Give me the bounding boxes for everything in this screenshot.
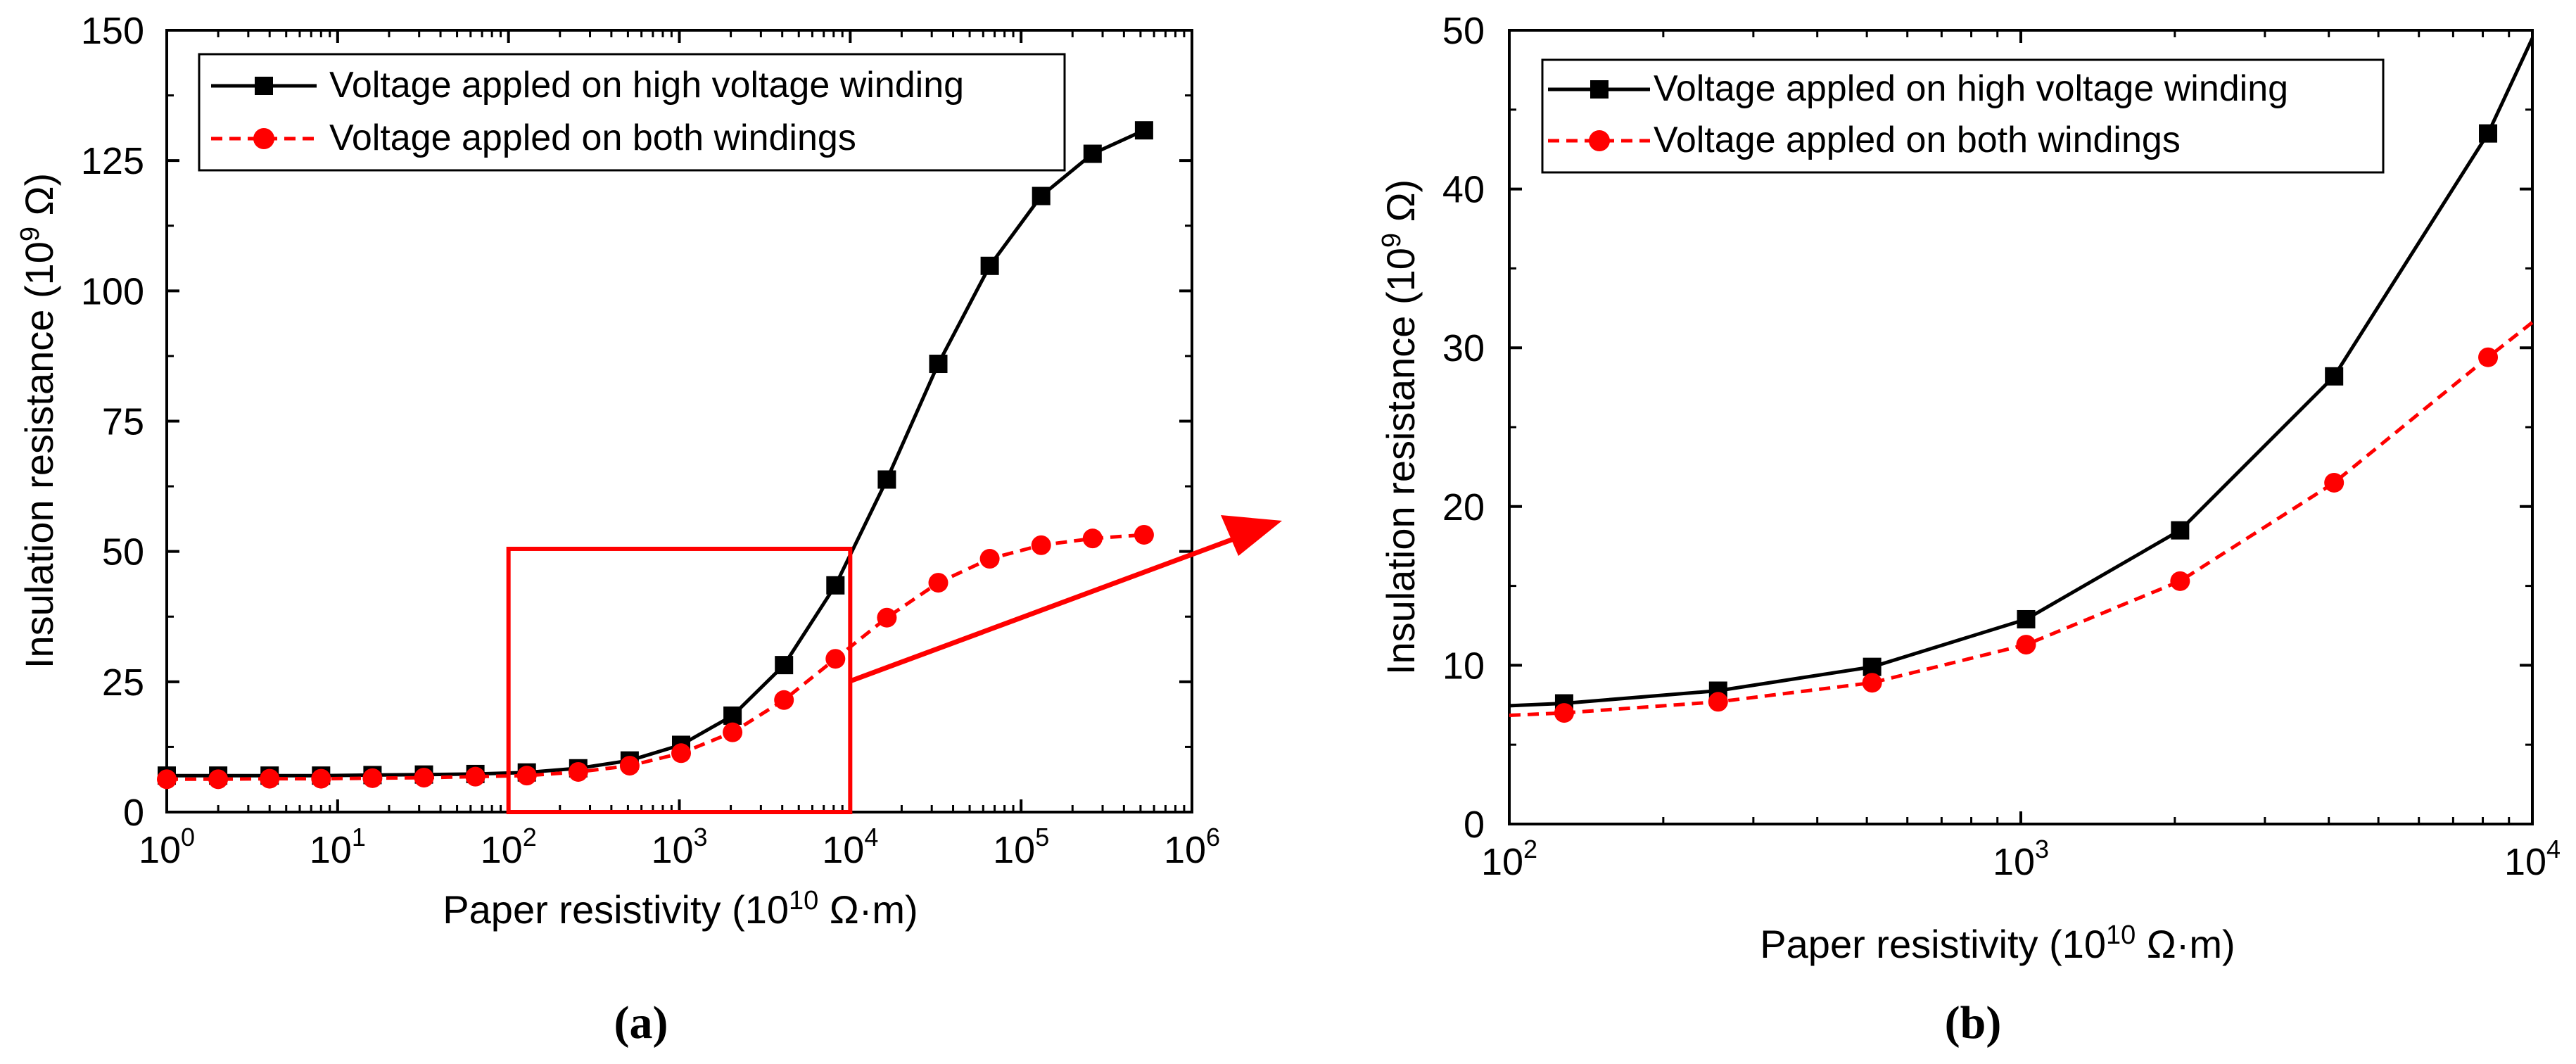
y-tick-label: 100 [81, 270, 144, 312]
legend-entry-label: Voltage appled on both windings [1654, 120, 2181, 160]
legend-entry-label: Voltage appled on both windings [329, 118, 856, 158]
x-axis-title: Paper resistivity (1010 Ω·m) [1760, 920, 2235, 966]
data-point-circle [1554, 703, 1574, 723]
data-point-circle [2478, 347, 2499, 367]
data-point-square [2325, 367, 2344, 386]
panel-b-chart: 0 10 20 30 40 50 102 103 104 Voltage appled on … [1377, 10, 2561, 1049]
series-line [1509, 321, 2534, 717]
data-point-circle [877, 607, 897, 628]
y-tick-label: 0 [1464, 804, 1485, 846]
data-point-square [723, 706, 742, 725]
data-point-circle [2016, 635, 2036, 655]
x-tick-label: 101 [310, 823, 366, 871]
data-point-circle [1031, 535, 1051, 555]
panel-a-legend: Voltage appled on high voltage winding V… [198, 53, 1066, 172]
panel-b-series-layer [1509, 37, 2534, 723]
data-point-square [1134, 121, 1153, 140]
panel-a-x-axis: 100 101 102 103 104 105 106 [139, 30, 1220, 871]
data-point-square [775, 656, 794, 675]
panel-b-x-axis: 102 103 104 [1481, 30, 2561, 883]
y-tick-label: 75 [102, 401, 144, 443]
panel-a-y-axis: 0 25 50 75 100 125 150 [81, 10, 1192, 834]
y-tick-label: 125 [81, 140, 144, 182]
data-point-circle [414, 768, 434, 788]
y-axis-title: Insulation resistance (109 Ω) [1377, 179, 1423, 675]
y-tick-label: 10 [1442, 645, 1485, 687]
data-point-circle [208, 769, 229, 790]
x-axis-title: Paper resistivity (1010 Ω·m) [443, 886, 918, 932]
y-tick-label: 50 [1442, 10, 1485, 52]
data-point-circle [979, 549, 1000, 569]
data-point-circle [2170, 571, 2190, 591]
data-point-circle [465, 766, 486, 787]
series-line [167, 533, 1145, 781]
data-point-circle [1862, 673, 1882, 693]
zoom-arrow-shaft [849, 529, 1254, 684]
data-point-circle [671, 743, 692, 764]
data-point-circle [2324, 472, 2345, 493]
y-tick-label: 25 [102, 661, 144, 704]
y-axis-title: Insulation resistance (109 Ω) [15, 173, 61, 669]
data-point-circle [260, 768, 280, 789]
panel-label: (a) [614, 997, 668, 1049]
x-tick-label: 103 [1993, 835, 2049, 883]
data-point-square [980, 256, 999, 275]
data-point-square [1083, 144, 1102, 163]
legend-square-marker [1590, 80, 1609, 99]
x-tick-label: 102 [1481, 835, 1537, 883]
x-tick-label: 106 [1164, 823, 1220, 871]
data-point-square [929, 355, 948, 374]
data-point-square [2171, 521, 2190, 540]
data-point-circle [1708, 692, 1728, 712]
legend-box [1541, 58, 2385, 174]
y-tick-label: 150 [81, 10, 144, 52]
panel-label: (b) [1945, 997, 2002, 1049]
data-point-circle [1134, 524, 1154, 545]
x-tick-label: 104 [822, 823, 878, 871]
data-point-square [2479, 124, 2498, 143]
data-point-circle [825, 649, 846, 669]
data-point-square [1032, 186, 1051, 205]
series-line [167, 128, 1145, 778]
zoom-arrow-head [1221, 515, 1282, 556]
x-tick-label: 104 [2504, 835, 2561, 883]
data-point-square [826, 576, 845, 595]
y-tick-label: 0 [123, 792, 144, 834]
y-tick-label: 40 [1442, 169, 1485, 211]
data-point-circle [723, 722, 743, 742]
data-point-circle [774, 690, 794, 710]
legend-entry-label: Voltage appled on high voltage winding [1654, 68, 2288, 109]
panel-a-chart: 0 25 50 75 100 125 150 100 101 102 103 104 105 106 V… [15, 10, 1282, 1049]
data-point-circle [928, 573, 948, 593]
data-point-circle [516, 766, 537, 786]
data-point-square [2017, 609, 2036, 628]
x-tick-label: 102 [481, 823, 537, 871]
x-tick-label: 103 [651, 823, 707, 871]
y-tick-label: 20 [1442, 486, 1485, 528]
panel-b-legend: Voltage appled on high voltage winding V… [1541, 58, 2385, 174]
legend-circle-marker [1589, 130, 1610, 151]
data-point-circle [157, 769, 177, 790]
y-tick-label: 50 [102, 531, 144, 574]
legend-box [198, 53, 1066, 172]
data-point-circle [568, 761, 588, 782]
y-tick-label: 30 [1442, 327, 1485, 369]
legend-square-marker [255, 77, 273, 95]
data-point-circle [362, 768, 383, 788]
legend-circle-marker [253, 128, 274, 149]
data-point-circle [619, 756, 640, 776]
x-tick-label: 100 [139, 823, 195, 871]
panel-b-y-axis: 0 10 20 30 40 50 [1442, 10, 2532, 846]
legend-entry-label: Voltage appled on high voltage winding [329, 65, 964, 106]
panel-a-series-layer [157, 121, 1154, 790]
data-point-square [877, 470, 896, 489]
data-point-circle [1082, 528, 1103, 549]
data-point-circle [311, 768, 331, 789]
x-tick-label: 105 [993, 823, 1049, 871]
